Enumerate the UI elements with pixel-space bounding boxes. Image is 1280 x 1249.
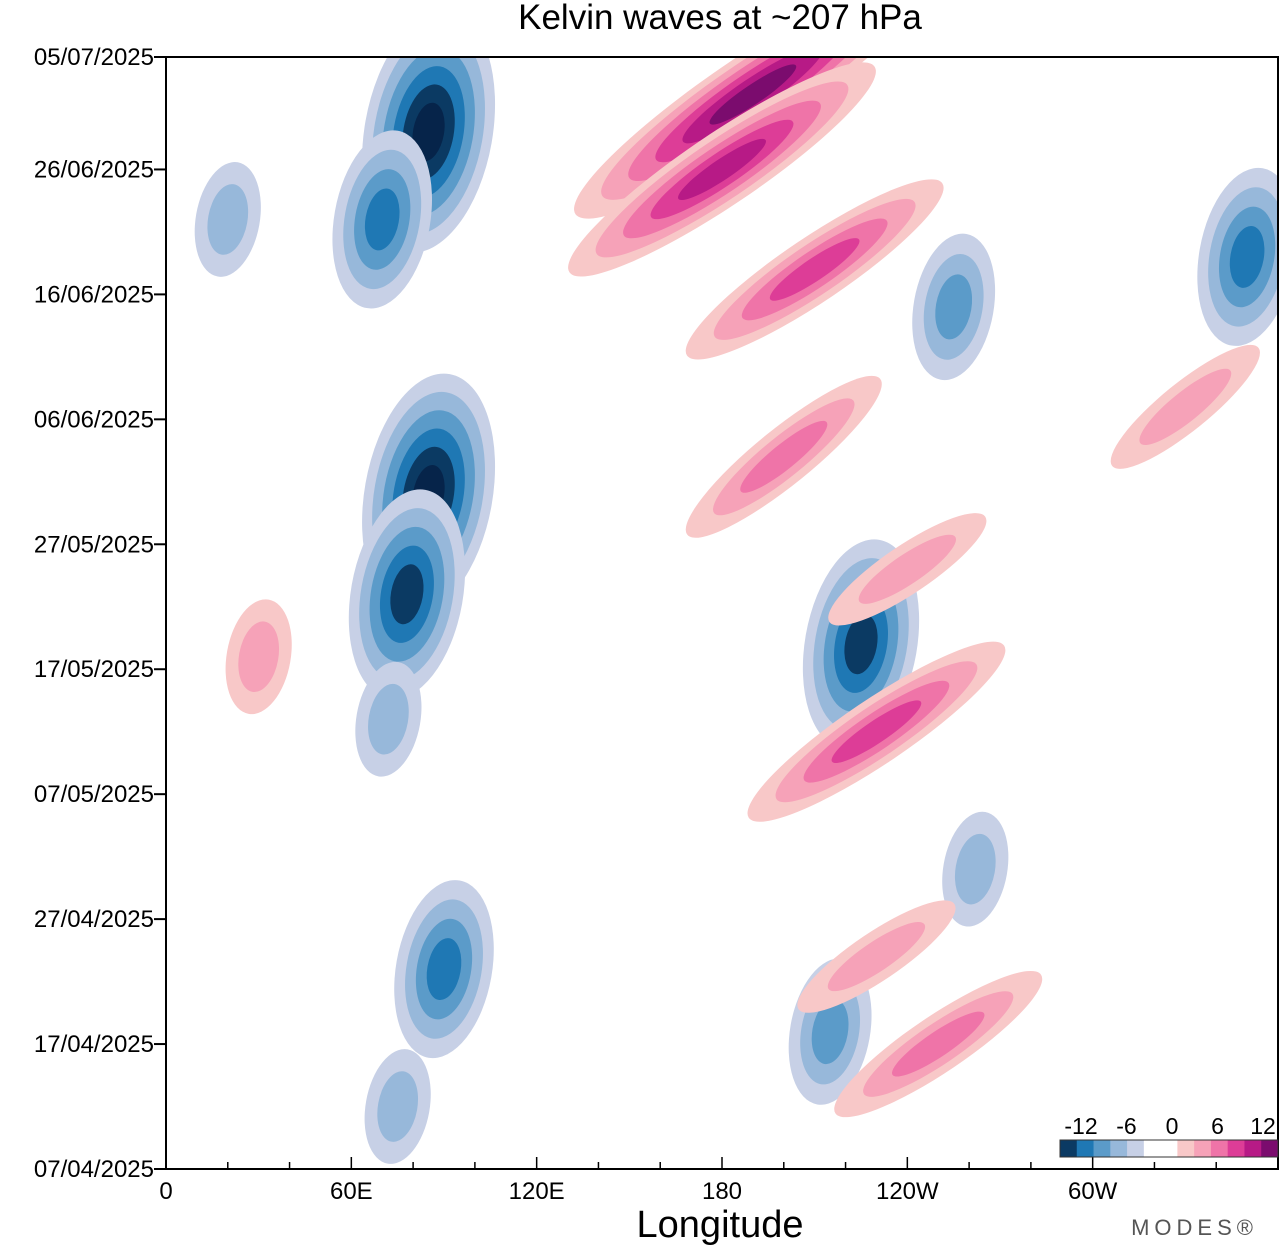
chart-title: Kelvin waves at ~207 hPa xyxy=(518,0,922,37)
colorbar-swatch xyxy=(1060,1140,1078,1157)
anomaly-contour xyxy=(678,138,766,201)
colorbar-swatch xyxy=(1210,1140,1229,1157)
plot-frame xyxy=(165,56,1279,1170)
colorbar-label: 0 xyxy=(1166,1113,1179,1139)
y-tick-label: 27/04/2025 xyxy=(34,906,154,933)
colorbar-label: -6 xyxy=(1116,1113,1136,1139)
anomaly-contour xyxy=(390,564,424,625)
anomaly-contour xyxy=(364,188,400,251)
anomaly-contour xyxy=(935,274,973,340)
anomaly-blob xyxy=(394,880,494,1059)
colorbar-swatch xyxy=(1177,1140,1195,1157)
anomaly-blob xyxy=(942,811,1009,927)
anomaly-contour xyxy=(844,614,878,675)
anomaly-blob xyxy=(225,599,292,715)
colorbar-label: 12 xyxy=(1250,1113,1276,1139)
colorbar-swatch xyxy=(1143,1140,1162,1157)
anomaly-contour xyxy=(426,938,462,1001)
colorbar-label: 6 xyxy=(1211,1113,1224,1139)
x-tick-label: 120E xyxy=(509,1178,565,1205)
x-tick-label: 60E xyxy=(330,1178,373,1205)
anomaly-blob xyxy=(194,162,261,277)
anomaly-blob xyxy=(348,489,466,700)
anomaly-contour xyxy=(858,534,957,604)
colorbar-swatch xyxy=(1110,1140,1128,1157)
anomaly-contour xyxy=(207,184,249,255)
anomaly-contour xyxy=(740,420,828,493)
anomaly-blob xyxy=(332,130,433,309)
anomaly-contour xyxy=(811,999,849,1065)
colorbar-legend: -12 -6 0 6 12 xyxy=(1059,1113,1279,1158)
anomaly-blob xyxy=(685,179,944,360)
y-tick-label: 07/04/2025 xyxy=(34,1156,154,1183)
anomaly-contour xyxy=(412,102,445,162)
anomaly-contour xyxy=(368,683,409,755)
x-tick-label: 0 xyxy=(159,1178,172,1205)
colorbar-swatch xyxy=(1127,1140,1145,1157)
anomaly-blob xyxy=(1197,167,1278,346)
colorbar-frame xyxy=(1059,1139,1279,1158)
modes-logo: MODES® xyxy=(1131,1215,1258,1240)
anomaly-blob xyxy=(834,970,1043,1118)
anomaly-blob xyxy=(355,661,422,777)
colorbar-swatch xyxy=(1244,1140,1262,1157)
x-tick-label: 120W xyxy=(876,1178,939,1205)
x-axis-label: Longitude xyxy=(637,1204,804,1246)
anomaly-blob xyxy=(568,62,876,277)
y-tick-label: 17/04/2025 xyxy=(34,1031,154,1058)
anomaly-contour xyxy=(769,238,860,301)
y-tick-label: 17/05/2025 xyxy=(34,656,154,683)
anomaly-contour xyxy=(891,1011,985,1077)
anomaly-blob xyxy=(1110,344,1260,469)
anomaly-contour xyxy=(709,64,797,125)
y-tick-label: 06/06/2025 xyxy=(34,406,154,433)
brand-text: MODES xyxy=(1131,1215,1237,1240)
anomaly-contour xyxy=(377,1071,419,1142)
anomaly-contour xyxy=(1229,225,1265,288)
colorbar-swatch xyxy=(1160,1140,1178,1157)
anomaly-blob xyxy=(747,641,1006,822)
colorbar-swatch xyxy=(1194,1140,1212,1157)
anomaly-blob xyxy=(828,513,987,626)
anomaly-blob xyxy=(685,375,882,538)
anomaly-contour xyxy=(238,621,280,693)
y-axis: 07/04/2025 17/04/2025 27/04/2025 07/05/2025… xyxy=(34,44,166,1183)
y-tick-label: 16/06/2025 xyxy=(34,281,154,308)
y-tick-label: 27/05/2025 xyxy=(34,531,154,558)
anomaly-blob xyxy=(797,900,956,1013)
anomaly-contour xyxy=(1139,368,1232,445)
anomaly-field xyxy=(194,57,1278,1164)
colorbar-label: -12 xyxy=(1064,1113,1097,1139)
colorbar-swatch xyxy=(1076,1140,1095,1157)
y-tick-label: 05/07/2025 xyxy=(34,44,154,71)
x-tick-label: 60W xyxy=(1068,1178,1118,1205)
anomaly-contour xyxy=(831,700,922,764)
anomaly-contour xyxy=(954,833,996,905)
anomaly-blob xyxy=(364,1049,431,1164)
anomaly-blob xyxy=(574,57,932,219)
y-tick-label: 07/05/2025 xyxy=(34,781,154,808)
y-tick-label: 26/06/2025 xyxy=(34,156,154,183)
anomaly-contour xyxy=(827,922,926,992)
colorbar-swatch xyxy=(1227,1140,1245,1157)
x-axis: 0 60E 120E 180 120W 60W xyxy=(159,1157,1217,1205)
colorbar-swatch xyxy=(1261,1140,1279,1157)
anomaly-blob xyxy=(912,233,996,381)
x-tick-label: 180 xyxy=(702,1178,742,1205)
colorbar-swatch xyxy=(1093,1140,1111,1157)
